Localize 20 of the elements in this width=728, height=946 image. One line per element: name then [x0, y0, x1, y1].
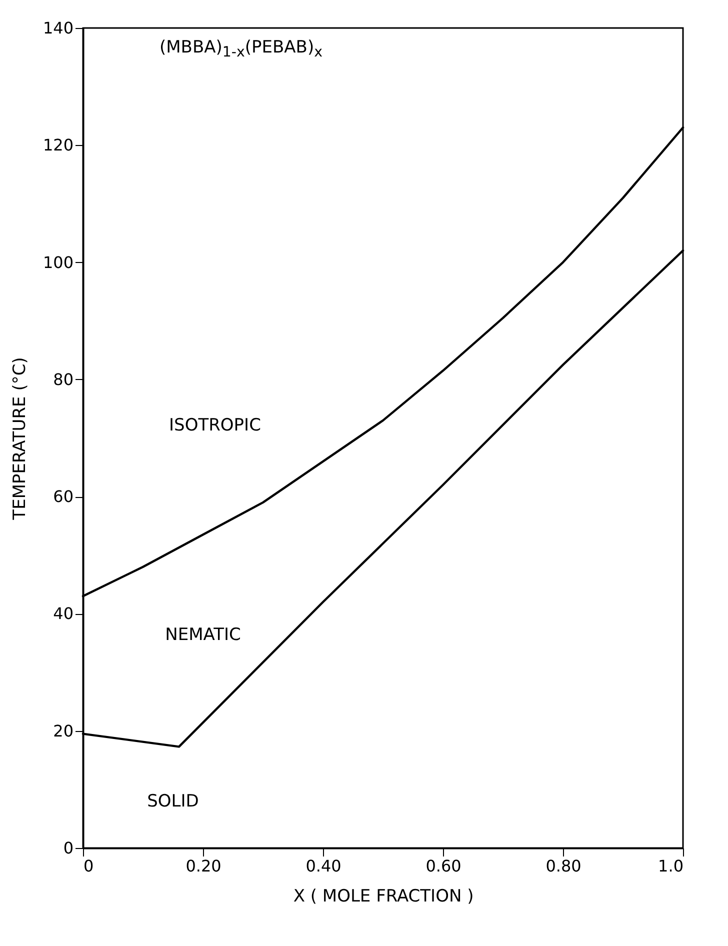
y-tick-label: 140	[42, 18, 74, 38]
y-tick-label: 60	[53, 487, 74, 506]
y-tick-label: 20	[53, 721, 74, 740]
x-tick-label: 0.20	[186, 856, 222, 876]
y-tick-label: 100	[42, 252, 74, 272]
x-tick-label: 0.80	[546, 856, 582, 876]
text: (MBBA)$_{1-x}$(PEBAB)$_{x}$	[160, 37, 322, 61]
x-tick-label: 0	[84, 856, 94, 876]
y-tick-label: 80	[53, 370, 74, 389]
x-tick-label: 1.0	[658, 856, 684, 876]
x-tick-label: 0.40	[306, 856, 342, 876]
annotation: ISOTROPIC	[169, 416, 261, 436]
annotation: NEMATIC	[165, 624, 241, 645]
y-tick-label: 40	[53, 604, 74, 624]
y-tick-label: 0	[63, 838, 74, 858]
x-axis-title: X ( MOLE FRACTION )	[293, 886, 474, 906]
y-axis-title: TEMPERATURE (°C)	[10, 357, 30, 521]
x-tick-label: 0.60	[426, 856, 462, 876]
y-tick-label: 120	[42, 136, 74, 155]
annotation: SOLID	[147, 791, 199, 812]
